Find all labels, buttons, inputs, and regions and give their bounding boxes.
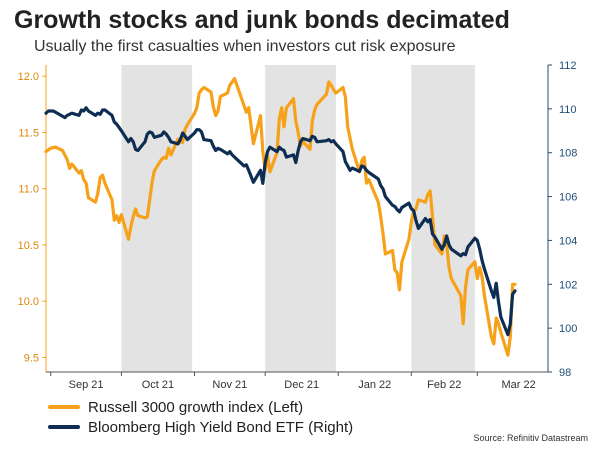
legend-swatch-orange xyxy=(48,405,80,409)
left-tick-label-1: 11.5 xyxy=(18,127,39,139)
left-tick-label-0: 12.0 xyxy=(18,71,39,83)
right-tick-label-6: 100 xyxy=(559,323,577,335)
legend-swatch-navy xyxy=(48,425,80,429)
x-tick-label-4: Jan 22 xyxy=(358,379,391,391)
chart-subtitle: Usually the first casualties when invest… xyxy=(34,38,456,55)
right-tick-label-3: 106 xyxy=(559,192,577,204)
legend-label-russell: Russell 3000 growth index (Left) xyxy=(88,398,304,416)
right-tick-label-7: 98 xyxy=(559,367,571,379)
left-tick-label-4: 10.0 xyxy=(18,296,39,308)
legend: Russell 3000 growth index (Left) Bloombe… xyxy=(48,397,353,437)
right-tick-label-4: 104 xyxy=(559,235,577,247)
x-tick-label-3: Dec 21 xyxy=(284,379,319,391)
left-tick-label-3: 10.5 xyxy=(18,240,39,252)
legend-item-bloomberg: Bloomberg High Yield Bond ETF (Right) xyxy=(48,417,353,437)
right-tick-label-0: 112 xyxy=(559,60,577,72)
x-tick-label-2: Nov 21 xyxy=(212,379,247,391)
legend-item-russell: Russell 3000 growth index (Left) xyxy=(48,397,353,417)
x-tick-label-5: Feb 22 xyxy=(427,379,461,391)
x-tick-label-6: Mar 22 xyxy=(502,379,536,391)
left-tick-label-2: 11.0 xyxy=(18,184,39,196)
right-tick-label-2: 108 xyxy=(559,148,577,160)
x-tick-label-0: Sep 21 xyxy=(69,379,104,391)
legend-label-bloomberg: Bloomberg High Yield Bond ETF (Right) xyxy=(88,418,354,436)
source-note: Source: Refinitiv Datastream xyxy=(473,433,588,443)
shaded-band-2 xyxy=(411,65,475,372)
bloomberg-hy-line xyxy=(44,106,517,337)
shaded-band-1 xyxy=(265,65,336,372)
x-tick-label-1: Oct 21 xyxy=(142,379,174,391)
right-tick-label-5: 102 xyxy=(559,279,577,291)
chart-title: Growth stocks and junk bonds decimated xyxy=(14,6,510,34)
left-tick-label-5: 9.5 xyxy=(24,352,39,364)
right-tick-label-1: 110 xyxy=(559,104,577,116)
russell-growth-line xyxy=(44,76,517,357)
